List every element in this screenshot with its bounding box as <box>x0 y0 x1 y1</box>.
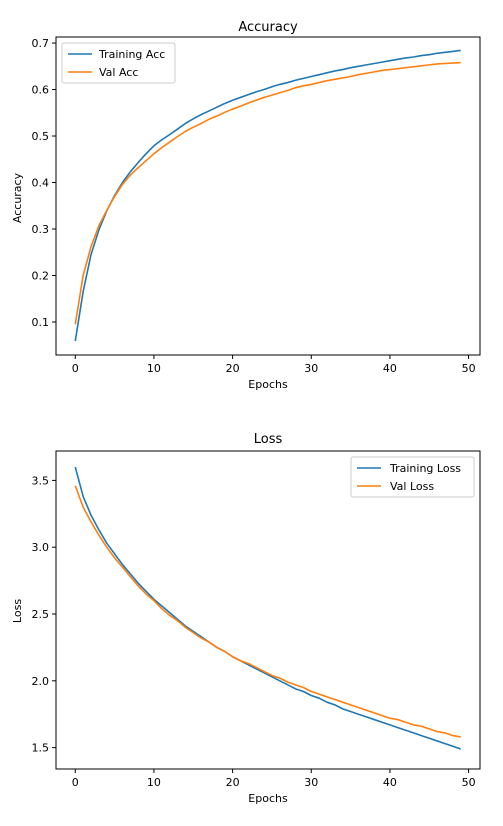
accuracy-y-tick-label: 0.3 <box>32 223 50 236</box>
loss-x-tick-label: 40 <box>383 776 397 789</box>
loss-y-tick-label: 3.0 <box>32 541 50 554</box>
accuracy-plot-frame <box>55 36 481 356</box>
accuracy-x-tick-label: 20 <box>226 362 240 375</box>
loss-y-tick-label: 1.5 <box>32 742 50 755</box>
loss-x-tick-label: 10 <box>147 776 161 789</box>
loss-series-training-loss <box>74 466 461 750</box>
loss-chart-title: Loss <box>254 432 283 447</box>
loss-x-ticks: 0 10 20 30 40 50 <box>72 769 476 789</box>
loss-lines <box>74 466 461 750</box>
legend-val-loss-label: Val Loss <box>390 480 434 493</box>
loss-x-axis-label: Epochs <box>248 792 288 805</box>
legend-training-acc-label: Training Acc <box>98 48 165 61</box>
accuracy-y-axis-label: Accuracy <box>11 172 24 223</box>
accuracy-series-training-acc <box>74 49 461 342</box>
legend-val-acc-label: Val Acc <box>99 66 138 79</box>
loss-x-tick-label: 20 <box>226 776 240 789</box>
accuracy-y-tick-label: 0.6 <box>32 84 50 97</box>
loss-y-tick-label: 2.0 <box>32 675 50 688</box>
accuracy-x-tick-label: 10 <box>147 362 161 375</box>
accuracy-y-tick-label: 0.2 <box>32 270 50 283</box>
accuracy-chart: Accuracy Epochs Accuracy 0 10 20 30 40 50 0.1… <box>11 20 481 391</box>
accuracy-series-val-acc <box>74 61 461 325</box>
loss-x-tick-label: 50 <box>462 776 476 789</box>
accuracy-y-tick-label: 0.5 <box>32 130 50 143</box>
accuracy-y-ticks: 0.1 0.2 0.3 0.4 0.5 0.6 0.7 <box>32 37 56 329</box>
loss-legend: Training Loss Val Loss <box>350 456 475 498</box>
loss-y-ticks: 1.5 2.0 2.5 3.0 3.5 <box>32 474 56 755</box>
accuracy-x-ticks: 0 10 20 30 40 50 <box>72 355 476 375</box>
accuracy-legend-box <box>61 42 176 84</box>
accuracy-chart-title: Accuracy <box>238 20 298 35</box>
accuracy-x-tick-label: 40 <box>383 362 397 375</box>
accuracy-y-tick-label: 0.1 <box>32 316 50 329</box>
loss-x-tick-label: 30 <box>304 776 318 789</box>
accuracy-x-tick-label: 50 <box>462 362 476 375</box>
loss-x-tick-label: 0 <box>72 776 79 789</box>
accuracy-lines <box>74 49 461 342</box>
accuracy-x-tick-label: 30 <box>304 362 318 375</box>
accuracy-x-axis-label: Epochs <box>248 378 288 391</box>
accuracy-legend: Training Acc Val Acc <box>61 42 176 84</box>
loss-legend-box <box>350 456 475 498</box>
loss-chart: Loss Epochs Loss 0 10 20 30 40 50 1.5 2.0 2.5 3.… <box>11 432 481 805</box>
loss-y-axis-label: Loss <box>11 599 24 623</box>
accuracy-y-tick-label: 0.7 <box>32 37 50 50</box>
accuracy-x-tick-label: 0 <box>72 362 79 375</box>
loss-y-tick-label: 3.5 <box>32 474 50 487</box>
loss-y-tick-label: 2.5 <box>32 608 50 621</box>
accuracy-y-tick-label: 0.4 <box>32 177 50 190</box>
loss-series-val-loss <box>74 485 461 738</box>
loss-plot-frame <box>55 450 481 770</box>
legend-training-loss-label: Training Loss <box>389 462 461 475</box>
